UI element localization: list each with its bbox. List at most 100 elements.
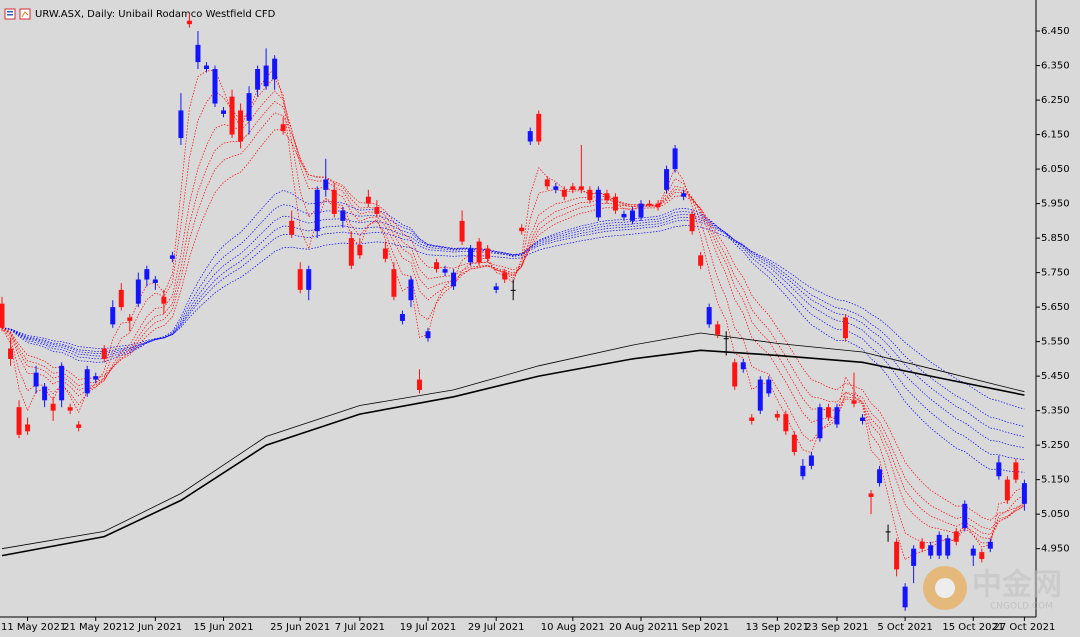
- x-tick-label: 13 Sep 2021: [746, 622, 809, 633]
- x-tick-label: 15 Oct 2021: [942, 622, 1004, 633]
- candle-body: [1004, 479, 1010, 501]
- icon: [19, 8, 31, 20]
- candle-body: [715, 324, 721, 335]
- ema-line: [1, 101, 1025, 535]
- candle-body: [246, 93, 252, 121]
- candle-body: [749, 417, 755, 421]
- candle-body: [587, 189, 593, 201]
- candle-body: [987, 541, 993, 549]
- y-tick-label: 5.950: [1041, 199, 1070, 210]
- candle-body: [817, 407, 823, 439]
- candle-body: [238, 110, 244, 142]
- candle-body: [945, 538, 951, 556]
- icon: [7, 11, 13, 13]
- candle-body: [996, 462, 1002, 477]
- x-tick-label: 1 Sep 2021: [672, 622, 729, 633]
- candle-body: [25, 424, 31, 432]
- ema-line: [1, 225, 1025, 410]
- candle-body: [212, 69, 218, 104]
- candle-body: [544, 179, 550, 187]
- x-tick-label: 25 Jun 2021: [270, 622, 330, 633]
- candle-body: [877, 469, 883, 484]
- x-tick-label: 7 Jul 2021: [335, 622, 385, 633]
- candle-body: [306, 269, 312, 290]
- candle-body: [664, 169, 670, 190]
- x-tick-label: 21 May 2021: [63, 622, 128, 633]
- candle-body: [144, 269, 150, 280]
- candle-body: [408, 279, 414, 301]
- watermark-site: CNGOLD.COM: [990, 602, 1053, 612]
- candle-body: [442, 269, 448, 273]
- y-tick-label: 6.450: [1041, 26, 1070, 37]
- ema-line: [1, 213, 1025, 449]
- candle-body: [169, 255, 175, 259]
- candle-body: [1021, 483, 1027, 504]
- candle-body: [953, 531, 959, 542]
- candle-body: [757, 379, 763, 411]
- candle-body: [110, 307, 116, 325]
- candle-body: [152, 279, 158, 283]
- candle-body: [340, 210, 346, 221]
- chart-title: URW.ASX, Daily: Unibail Rodamco Westfiel…: [35, 9, 276, 20]
- candle-body: [808, 455, 814, 466]
- ema-line: [1, 190, 1025, 473]
- candle-body: [229, 96, 235, 135]
- candle-body: [195, 44, 201, 63]
- x-tick-label: 27 Oct 2021: [993, 622, 1055, 633]
- candle-body: [672, 148, 678, 170]
- candle-body: [621, 213, 627, 218]
- candle-body: [502, 272, 508, 280]
- candle-body: [399, 314, 405, 321]
- candle-body: [280, 124, 286, 132]
- watermark: 中金网 CNGOLD.COM: [923, 566, 1062, 612]
- candle-body: [33, 372, 39, 387]
- x-tick-label: 19 Jul 2021: [400, 622, 457, 633]
- y-tick-label: 6.150: [1041, 130, 1070, 141]
- x-tick-label: 10 Aug 2021: [541, 622, 605, 633]
- candle-body: [50, 403, 56, 411]
- icon: [21, 11, 29, 18]
- symbol-icons: [4, 8, 31, 20]
- candle-body: [527, 131, 533, 142]
- candle-body: [297, 269, 303, 290]
- y-tick-label: 5.050: [1041, 509, 1070, 520]
- ma-line: [1, 332, 1025, 550]
- y-tick-label: 5.350: [1041, 406, 1070, 417]
- candle-body: [842, 317, 848, 339]
- candle-body: [629, 210, 635, 221]
- candle-body: [425, 331, 431, 339]
- candle-body: [919, 541, 925, 549]
- candle-body: [851, 400, 857, 404]
- candle-body: [272, 58, 278, 80]
- candle-body: [221, 110, 227, 114]
- candle-body: [979, 552, 985, 560]
- candle-body: [868, 493, 874, 497]
- candle-body: [962, 503, 968, 528]
- y-tick-label: 5.850: [1041, 233, 1070, 244]
- candle-body: [8, 348, 14, 359]
- x-tick-label: 20 Aug 2021: [609, 622, 673, 633]
- candle-body: [434, 262, 440, 270]
- candle-body: [67, 407, 73, 411]
- candle-body: [595, 189, 601, 218]
- candle-body: [885, 531, 891, 533]
- candle-body: [655, 203, 661, 208]
- y-tick-label: 6.250: [1041, 95, 1070, 106]
- candle-body: [382, 248, 388, 259]
- candle-body: [16, 407, 22, 435]
- icon: [7, 14, 13, 16]
- candle-body: [263, 65, 269, 87]
- candle-body: [485, 248, 491, 259]
- candle-body: [314, 189, 320, 232]
- candle-body: [203, 65, 209, 70]
- y-tick-label: 5.250: [1041, 440, 1070, 451]
- candle-body: [93, 376, 99, 380]
- candle-body: [970, 548, 976, 556]
- candle-body: [860, 417, 866, 421]
- candle-body: [468, 248, 474, 263]
- candle-body: [732, 362, 738, 387]
- candle-body: [519, 227, 525, 232]
- candle-body: [0, 303, 5, 328]
- candle-body: [323, 179, 329, 190]
- y-tick-label: 5.650: [1041, 302, 1070, 313]
